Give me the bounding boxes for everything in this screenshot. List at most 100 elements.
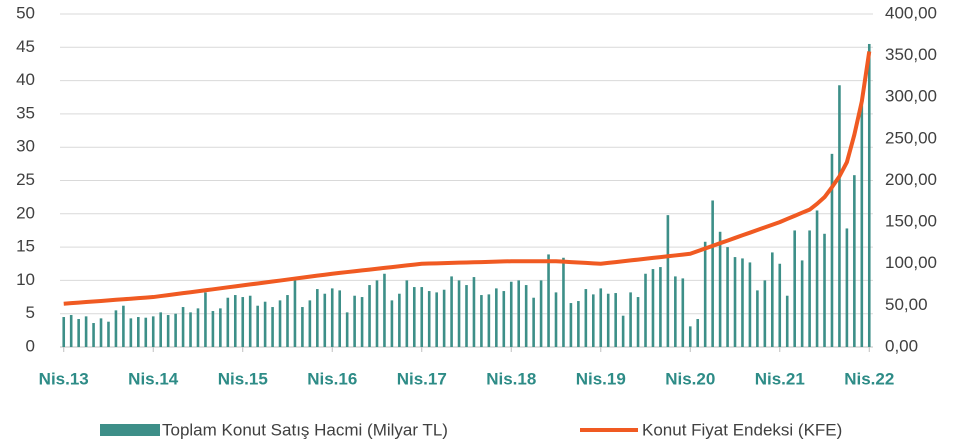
bar [830, 153, 834, 347]
bar [636, 297, 640, 347]
y-tick-label: 50 [16, 3, 35, 22]
y-tick-label: 20 [16, 203, 35, 222]
bar [659, 267, 662, 347]
bar [226, 297, 230, 347]
bar [330, 288, 334, 347]
bar [748, 262, 752, 347]
bar [793, 230, 796, 347]
bar [308, 300, 312, 347]
bar [778, 263, 782, 347]
bar [77, 319, 80, 347]
bar [129, 318, 133, 347]
bar [398, 293, 401, 347]
y-tick-label: 25 [16, 170, 35, 189]
bar [853, 175, 856, 347]
bar [107, 321, 110, 347]
bar [547, 254, 550, 347]
bar [405, 280, 409, 347]
bar [591, 294, 595, 347]
bar [99, 318, 103, 347]
bar [860, 101, 864, 347]
bar [696, 319, 700, 347]
bar [838, 85, 841, 348]
bar [823, 233, 826, 347]
bar [159, 312, 162, 347]
bar [345, 312, 349, 347]
bar [785, 295, 789, 347]
x-tick-label: Nis.19 [576, 369, 626, 388]
y-tick-label: 45 [16, 37, 35, 56]
y2-tick-label: 0,00 [885, 336, 918, 355]
y-tick-label: 40 [16, 70, 35, 89]
bar [316, 289, 319, 347]
bar [539, 280, 543, 347]
bar [599, 288, 603, 347]
y2-tick-label: 400,00 [885, 3, 937, 22]
bar [457, 280, 461, 347]
bar [688, 326, 692, 347]
line [63, 51, 872, 306]
y-tick-label: 15 [16, 237, 35, 256]
bar [301, 307, 304, 347]
bar [554, 292, 558, 347]
bar [144, 317, 148, 347]
bar [219, 308, 222, 347]
bar [718, 231, 722, 347]
bar [524, 285, 528, 347]
y2-tick-label: 50,00 [885, 295, 928, 314]
bar [248, 295, 252, 347]
bar [644, 273, 647, 347]
bar [629, 292, 632, 347]
bar [733, 257, 737, 347]
bar [495, 288, 498, 347]
bar [427, 291, 431, 347]
y-tick-label: 35 [16, 103, 35, 122]
bar [368, 285, 371, 347]
x-tick-label: Nis.14 [128, 369, 179, 388]
bar [69, 315, 73, 347]
y2-tick-label: 100,00 [885, 253, 937, 272]
bar [353, 295, 356, 347]
bar [181, 307, 185, 347]
bar [808, 230, 811, 347]
bar [435, 292, 438, 347]
bar [472, 277, 476, 347]
bar [114, 310, 118, 347]
y-tick-label: 0 [26, 336, 35, 355]
bar [502, 291, 506, 347]
bar [577, 301, 580, 347]
bar [196, 308, 200, 347]
bar [211, 311, 215, 347]
bar [338, 290, 342, 347]
bar [674, 276, 677, 347]
y-tick-label: 30 [16, 137, 35, 156]
bar [233, 295, 237, 347]
bar [771, 252, 774, 347]
y2-tick-label: 150,00 [885, 212, 937, 231]
bar [241, 297, 245, 347]
x-tick-label: Nis.18 [486, 369, 536, 388]
bar [845, 228, 849, 347]
bar [763, 280, 767, 347]
y-tick-label: 10 [16, 270, 35, 289]
bar [390, 300, 394, 347]
bar [84, 316, 88, 347]
bar [666, 215, 670, 347]
bar [137, 317, 140, 347]
bar [383, 273, 386, 347]
x-tick-label: Nis.21 [755, 369, 805, 388]
bar [800, 260, 804, 347]
x-tick-label: Nis.13 [39, 369, 89, 388]
y2-tick-label: 300,00 [885, 87, 937, 106]
x-tick-label: Nis.20 [665, 369, 715, 388]
bar [681, 278, 685, 347]
bar [174, 313, 177, 347]
bar [517, 280, 521, 347]
bar [92, 323, 95, 347]
bar [62, 317, 66, 347]
bar [263, 301, 267, 347]
bar [867, 43, 871, 347]
bar [375, 280, 379, 347]
bar [726, 247, 729, 347]
